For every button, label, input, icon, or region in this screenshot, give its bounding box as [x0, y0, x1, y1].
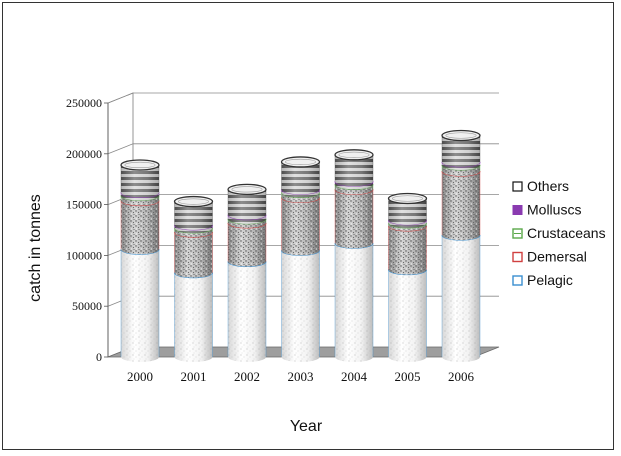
- legend-item-demersal: Demersal: [512, 249, 587, 265]
- bar-segment-demersal-2003: [280, 197, 321, 256]
- x-axis: 2000 2001 2002 2003 2004 2005 2006: [127, 369, 475, 384]
- bar-segment-pelagic-2000: [120, 249, 160, 362]
- bar-2003: [280, 156, 321, 362]
- legend-item-pelagic: Pelagic: [512, 272, 573, 288]
- bar-segment-demersal-2006: [441, 170, 481, 241]
- bar-segment-pelagic-2006: [441, 234, 481, 362]
- legend-label: Pelagic: [527, 272, 573, 288]
- y-axis: 250000 200000 150000 100000 50000 0: [66, 96, 109, 364]
- y-tick-label: 250000: [66, 96, 102, 110]
- legend: Others Molluscs Crustaceans Demersal Pelagic: [512, 178, 606, 288]
- bar-segment-pelagic-2003: [280, 250, 321, 362]
- legend-key: [512, 181, 523, 192]
- bar-segment-pelagic-2004: [334, 243, 374, 362]
- legend-key: [512, 228, 523, 239]
- bar-2004: [334, 149, 374, 362]
- y-tick-label: 0: [96, 350, 102, 364]
- x-tick-label: 2006: [448, 369, 475, 384]
- legend-key: [512, 275, 523, 286]
- bar-2002: [227, 183, 267, 362]
- bar-2006: [441, 129, 481, 362]
- bar-segment-pelagic-2002: [227, 261, 267, 362]
- bar-top-cap: [334, 149, 374, 161]
- legend-label: Crustaceans: [527, 225, 606, 241]
- bars: [120, 129, 481, 362]
- legend-item-molluscs: Molluscs: [512, 202, 581, 218]
- bar-top-cap: [173, 195, 214, 208]
- x-tick-label: 2004: [341, 369, 368, 384]
- bar-top-cap: [120, 159, 160, 171]
- legend-label: Others: [527, 178, 569, 194]
- bar-top-cap: [280, 156, 321, 168]
- bar-segment-others-2003: [280, 161, 321, 195]
- bar-segment-others-2000: [120, 164, 160, 198]
- bar-top-cap: [227, 183, 267, 196]
- bar-segment-pelagic-2005: [387, 269, 428, 362]
- x-tick-label: 2003: [288, 369, 314, 384]
- gridline: [107, 143, 499, 155]
- y-tick-label: 50000: [72, 299, 102, 313]
- y-tick-label: 150000: [66, 198, 102, 212]
- legend-item-others: Others: [512, 178, 569, 194]
- bar-segment-others-2005: [387, 198, 428, 225]
- bar-top-cap: [441, 129, 481, 142]
- legend-label: Molluscs: [527, 202, 581, 218]
- bar-2001: [173, 195, 214, 362]
- bar-segment-demersal-2005: [387, 225, 428, 275]
- x-tick-label: 2000: [127, 369, 153, 384]
- x-axis-label: Year: [290, 418, 323, 435]
- bar-segment-others-2004: [334, 154, 374, 187]
- legend-item-crustaceans: Crustaceans: [512, 225, 606, 241]
- bar-segment-demersal-2000: [120, 200, 160, 255]
- y-tick-label: 100000: [66, 248, 102, 262]
- bar-top-cap: [387, 192, 428, 205]
- gridline: [107, 92, 499, 104]
- legend-key: [512, 251, 523, 263]
- legend-key: [512, 205, 523, 215]
- bar-segment-demersal-2001: [173, 231, 214, 278]
- x-tick-label: 2002: [234, 369, 260, 384]
- bar-segment-demersal-2004: [334, 189, 374, 249]
- bar-segment-others-2001: [173, 201, 214, 230]
- legend-label: Demersal: [527, 249, 587, 265]
- y-tick-label: 200000: [66, 147, 102, 161]
- bar-segment-others-2006: [441, 135, 481, 167]
- bar-2005: [387, 192, 428, 362]
- bar-segment-demersal-2002: [227, 222, 267, 267]
- bar-segment-pelagic-2001: [173, 272, 214, 362]
- y-axis-label: catch in tonnes: [27, 194, 44, 302]
- x-tick-label: 2001: [181, 369, 207, 384]
- bar-segment-others-2002: [227, 189, 267, 220]
- bar-2000: [120, 159, 160, 362]
- x-tick-label: 2005: [395, 369, 421, 384]
